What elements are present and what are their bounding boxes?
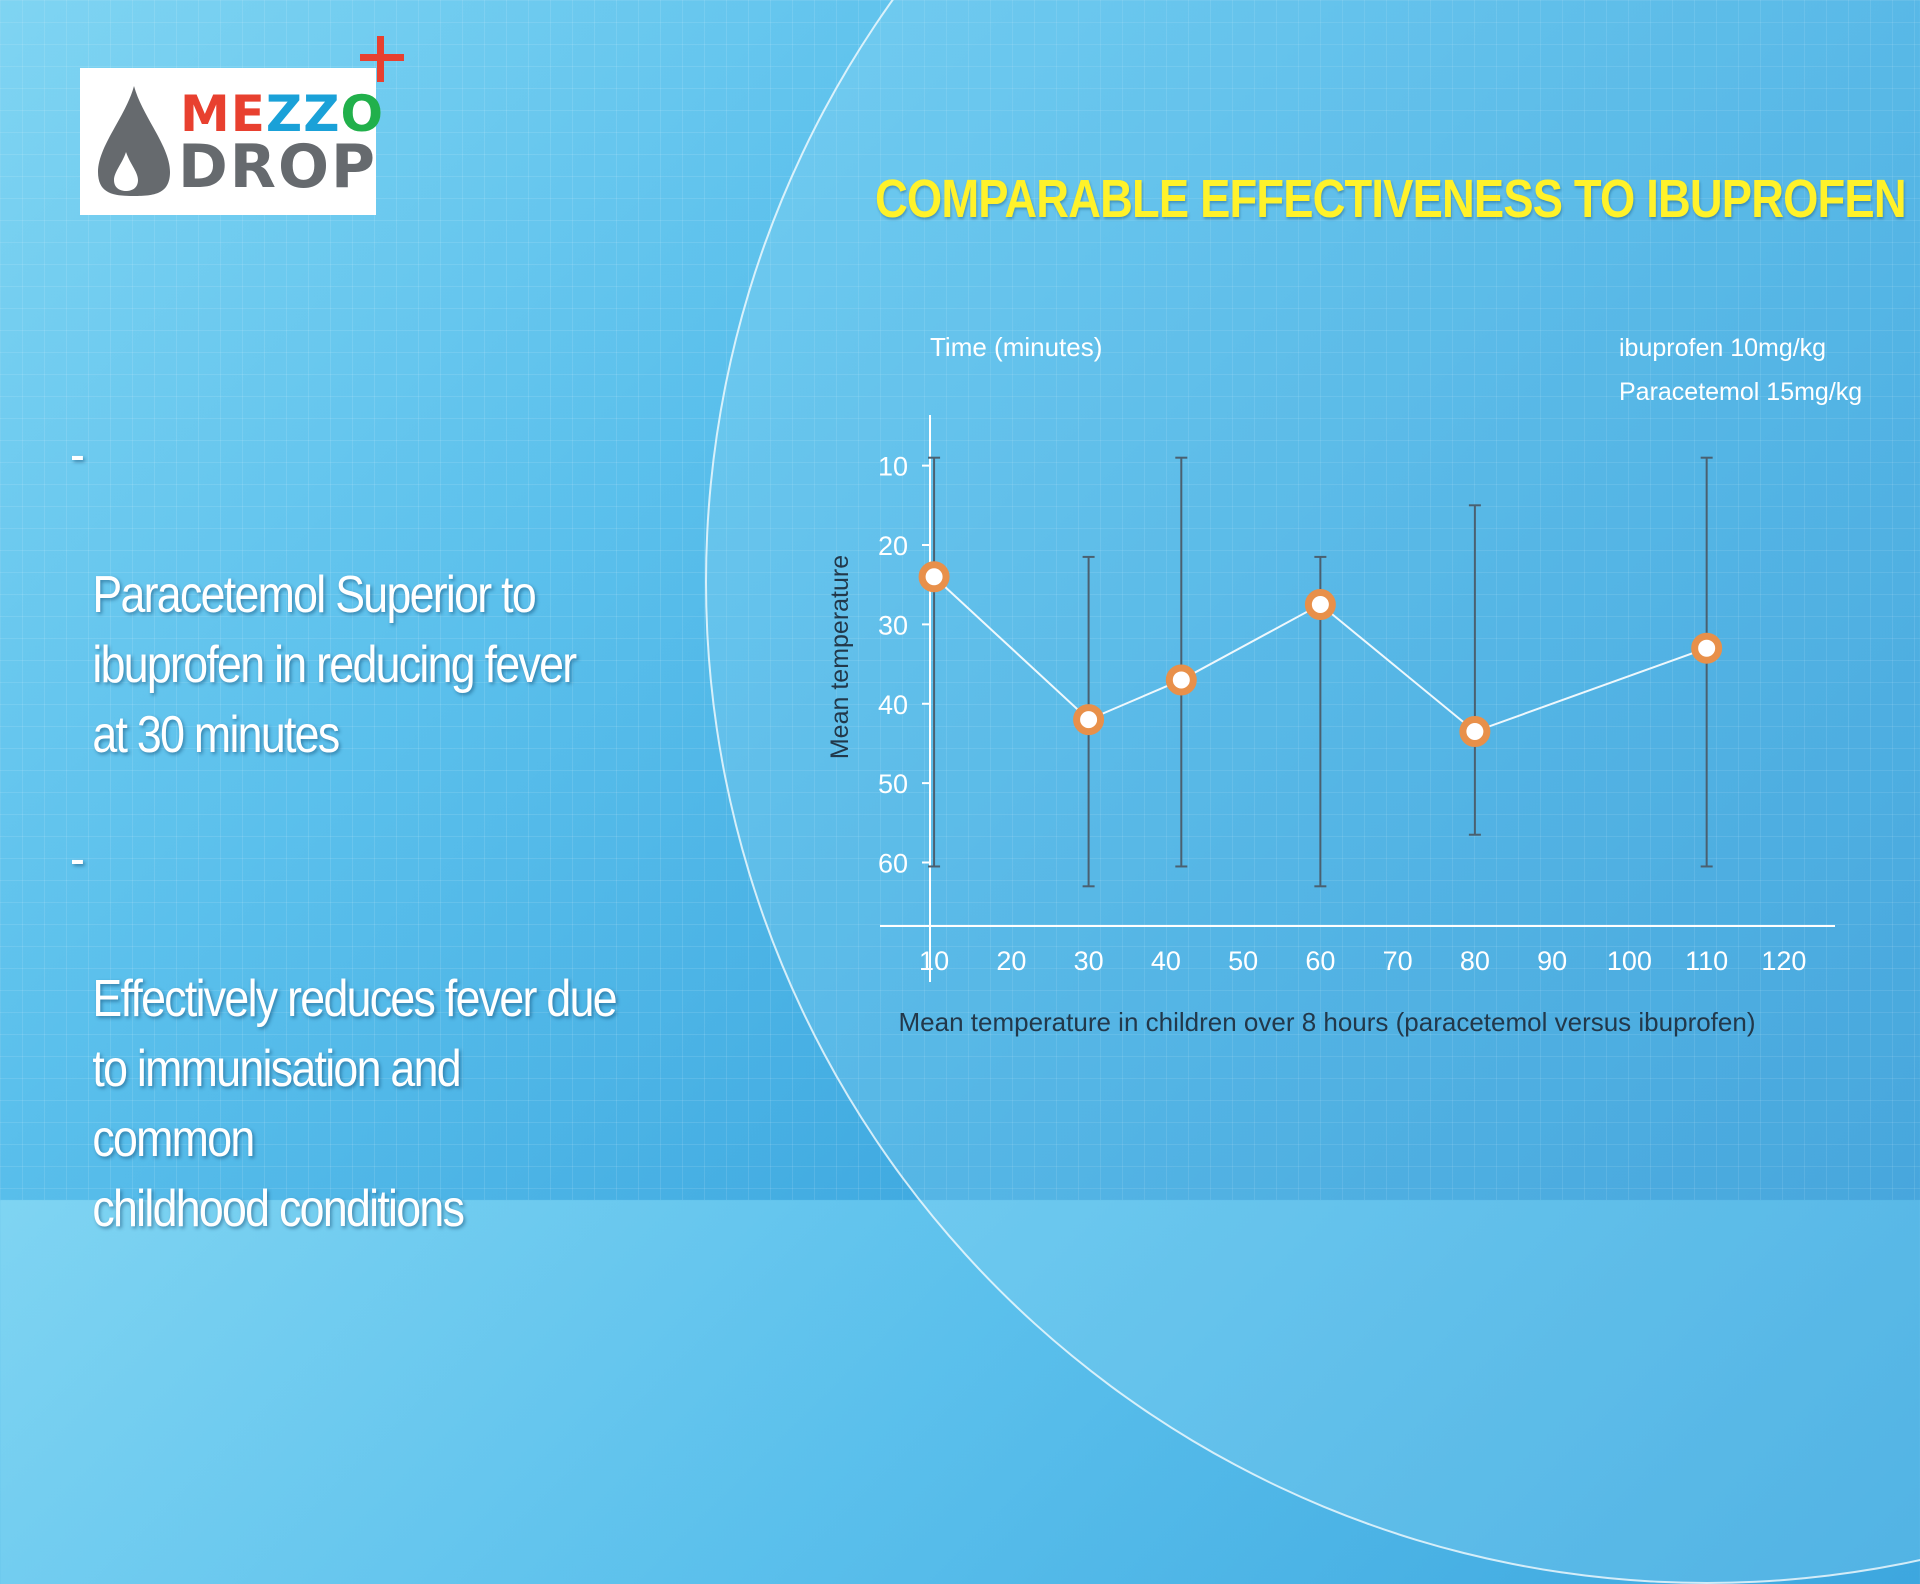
x-tick-label: 10 [919, 946, 949, 976]
chart-axes [880, 415, 1835, 982]
x-tick-label: 40 [1151, 946, 1181, 976]
brand-letter: Z [265, 85, 304, 143]
brand-letter: O [340, 85, 384, 143]
brand-name-line1: MEZZO [180, 84, 384, 144]
x-tick-label: 60 [1305, 946, 1335, 976]
x-tick-label: 100 [1607, 946, 1652, 976]
bullet-item: - Paracetemol Superior to ibuprofen in r… [70, 420, 620, 770]
x-tick-label: 80 [1460, 946, 1490, 976]
data-point [918, 561, 950, 593]
data-point [1691, 632, 1723, 664]
brand-letter: E [230, 85, 266, 143]
y-tick-label: 20 [878, 531, 908, 561]
brand-name-line2: DROP [178, 132, 377, 202]
bullet-dash: - [70, 830, 85, 888]
series-line [933, 576, 1707, 733]
data-point [1073, 704, 1105, 736]
legend-entry: ibuprofen 10mg/kg [1619, 334, 1826, 362]
x-tick-label: 70 [1383, 946, 1413, 976]
data-point [1304, 589, 1336, 621]
data-points [918, 561, 1723, 748]
x-axis-title: Mean temperature in children over 8 hour… [899, 1007, 1756, 1037]
y-tick-label: 30 [878, 610, 908, 640]
x-tick-label: 20 [996, 946, 1026, 976]
bullet-list: - Paracetemol Superior to ibuprofen in r… [70, 420, 710, 1298]
x-tick-label: 120 [1761, 946, 1806, 976]
x-tick-label: 110 [1685, 946, 1728, 976]
x-tick-label: 50 [1228, 946, 1258, 976]
x-tick-label: 30 [1074, 946, 1104, 976]
y-tick-label: 40 [878, 690, 908, 720]
top-axis-label: Time (minutes) [930, 332, 1102, 362]
legend-entry: Paracetemol 15mg/kg [1619, 378, 1862, 406]
bullet-text: Paracetemol Superior to ibuprofen in red… [92, 566, 577, 764]
brand-letter: M [180, 85, 231, 143]
brand-logo: MEZZO DROP [80, 68, 383, 215]
line-chart: 10 20 30 40 50 60 10 20 30 40 50 60 70 80 90 100 110 120… [826, 332, 1862, 1037]
y-tick-label: 10 [878, 452, 908, 482]
bullet-dash: - [70, 426, 85, 484]
data-point [1165, 664, 1197, 696]
x-ticks: 10 20 30 40 50 60 70 80 90 100 110 120 [919, 946, 1806, 976]
y-tick-label: 60 [878, 849, 908, 879]
plus-icon [360, 36, 404, 82]
x-tick-label: 90 [1537, 946, 1567, 976]
y-tick-label: 50 [878, 769, 908, 799]
data-point [1459, 716, 1491, 748]
error-bars [928, 456, 1713, 888]
brand-letter: Z [303, 85, 341, 143]
y-ticks: 10 20 30 40 50 60 [878, 452, 930, 879]
drop-icon [98, 86, 170, 196]
y-axis-title: Mean temperature [826, 555, 854, 759]
